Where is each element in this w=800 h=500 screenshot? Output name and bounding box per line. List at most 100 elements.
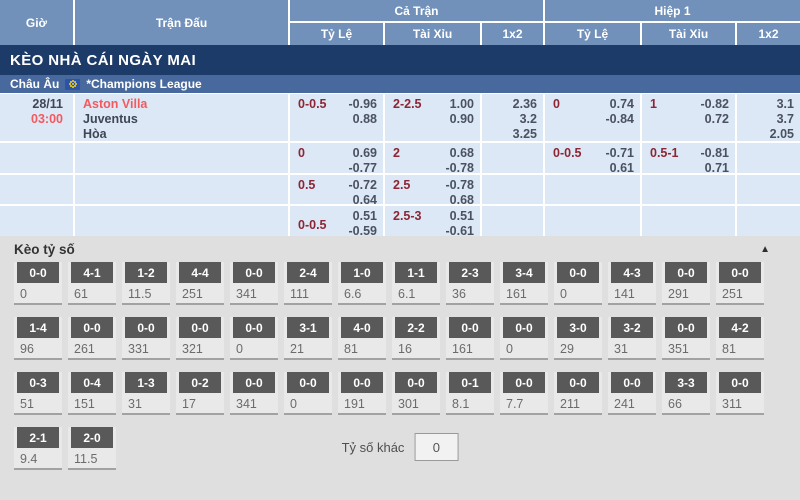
score-row-4: 2-1 9.4 2-0 11.5 Tỷ số khác 0 (0, 427, 800, 470)
score-button[interactable]: 0-0 (287, 372, 329, 393)
score-button[interactable]: 0-0 (719, 372, 761, 393)
correct-score-section: Kèo tỷ số ▲ 0-0 0 4-1 61 1-2 11.5 4-4 251 0-… (0, 236, 800, 500)
score-button[interactable]: 1-0 (341, 262, 383, 283)
score-button[interactable]: 2-4 (287, 262, 329, 283)
score-odds: 341 (236, 287, 257, 301)
score-odds: 261 (74, 342, 95, 356)
score-button[interactable]: 0-0 (233, 372, 275, 393)
home-team[interactable]: Aston Villa (83, 97, 148, 111)
score-button[interactable]: 0-0 (665, 317, 707, 338)
score-button[interactable]: 2-1 (17, 427, 59, 448)
away-team[interactable]: Juventus (83, 112, 138, 126)
ft-overunder-odds-r2[interactable]: 2 0.68 -0.78 (385, 143, 480, 173)
ft-handicap-odds-r1[interactable]: 0-0.5 -0.96 0.88 (290, 94, 383, 141)
col-header-time: Giờ (0, 0, 73, 45)
score-cell: 0-0 311 (716, 372, 764, 415)
score-button[interactable]: 0-0 (557, 262, 599, 283)
score-button[interactable]: 0-0 (395, 372, 437, 393)
col-header-h1-overunder: Tài Xỉu (642, 23, 735, 45)
col-header-ft-odds: Tỷ Lệ (290, 23, 383, 45)
score-button[interactable]: 0-0 (341, 372, 383, 393)
odds-value: -0.78 (445, 161, 475, 173)
score-button[interactable]: 2-0 (71, 427, 113, 448)
other-score-input[interactable]: 0 (414, 433, 459, 461)
h1-overunder-odds-r2[interactable]: 0.5-1 -0.81 0.71 (642, 143, 735, 173)
h1-overunder-odds-r1[interactable]: 1 -0.82 0.72 (642, 94, 735, 141)
score-section-header: Kèo tỷ số ▲ (0, 236, 800, 262)
score-section-title: Kèo tỷ số (14, 241, 75, 257)
score-cell: 1-0 6.6 (338, 262, 386, 305)
score-button[interactable]: 4-2 (719, 317, 761, 338)
league-region: Châu Âu (10, 77, 60, 91)
score-button[interactable]: 0-0 (71, 317, 113, 338)
score-button[interactable]: 0-2 (179, 372, 221, 393)
score-odds: 9.4 (20, 452, 38, 466)
odds-value: 0.51 (449, 209, 474, 223)
score-button[interactable]: 1-3 (125, 372, 167, 393)
score-odds: 11.5 (128, 287, 152, 301)
ft-handicap-odds-r2[interactable]: 0 0.69 -0.77 (290, 143, 383, 173)
score-button[interactable]: 1-2 (125, 262, 167, 283)
collapse-icon[interactable]: ▲ (760, 243, 770, 255)
score-button[interactable]: 0-0 (17, 262, 59, 283)
empty-cell (482, 175, 543, 204)
score-button[interactable]: 4-1 (71, 262, 113, 283)
score-button[interactable]: 0-0 (611, 372, 653, 393)
score-button[interactable]: 2-3 (449, 262, 491, 283)
empty-cell (642, 206, 735, 236)
score-button[interactable]: 3-2 (611, 317, 653, 338)
overunder-label: 2.5-3 (393, 209, 422, 223)
h1-1x2-odds[interactable]: 3.1 3.7 2.05 (737, 94, 800, 141)
ft-1x2-odds[interactable]: 2.36 3.2 3.25 (482, 94, 543, 141)
ft-handicap-odds-r4[interactable]: 0-0.5 0.51 -0.59 (290, 206, 383, 236)
score-button[interactable]: 0-0 (719, 262, 761, 283)
score-button[interactable]: 1-1 (395, 262, 437, 283)
score-cell: 2-0 11.5 (68, 427, 116, 470)
other-score-label: Tỷ số khác (341, 439, 405, 455)
score-button[interactable]: 0-0 (125, 317, 167, 338)
score-cell: 0-0 341 (230, 262, 278, 305)
score-button[interactable]: 0-0 (233, 262, 275, 283)
ft-overunder-odds-r4[interactable]: 2.5-3 0.51 -0.61 (385, 206, 480, 236)
score-button[interactable]: 4-4 (179, 262, 221, 283)
odds-value: 0.64 (352, 193, 377, 204)
score-button[interactable]: 4-0 (341, 317, 383, 338)
score-button[interactable]: 0-0 (557, 372, 599, 393)
score-button[interactable]: 4-3 (611, 262, 653, 283)
score-button[interactable]: 0-3 (17, 372, 59, 393)
ft-overunder-odds-r1[interactable]: 2-2.5 1.00 0.90 (385, 94, 480, 141)
score-button[interactable]: 2-2 (395, 317, 437, 338)
score-button[interactable]: 0-0 (233, 317, 275, 338)
col-header-ft-1x2: 1x2 (482, 23, 543, 45)
ft-handicap-odds-r3[interactable]: 0.5 -0.72 0.64 (290, 175, 383, 204)
score-button[interactable]: 0-0 (665, 262, 707, 283)
league-row[interactable]: Châu Âu *Champions League (0, 75, 800, 93)
ft-overunder-odds-r3[interactable]: 2.5 -0.78 0.68 (385, 175, 480, 204)
score-button[interactable]: 0-0 (179, 317, 221, 338)
h1-handicap-odds-r1[interactable]: 0 0.74 -0.84 (545, 94, 640, 141)
empty-cell (0, 175, 73, 204)
h1-handicap-odds-r2[interactable]: 0-0.5 -0.71 0.61 (545, 143, 640, 173)
score-button[interactable]: 0-0 (503, 317, 545, 338)
score-button[interactable]: 0-0 (503, 372, 545, 393)
odds-value: 3.7 (776, 112, 794, 126)
score-cell: 0-0 241 (608, 372, 656, 415)
empty-cell (642, 175, 735, 204)
odds-value: 0.69 (352, 146, 377, 160)
eu-flag-icon (65, 78, 81, 90)
score-button[interactable]: 3-4 (503, 262, 545, 283)
score-button[interactable]: 0-4 (71, 372, 113, 393)
score-button[interactable]: 1-4 (17, 317, 59, 338)
odds-value: 0.61 (609, 161, 634, 173)
odds-value: -0.96 (348, 97, 378, 111)
score-button[interactable]: 3-0 (557, 317, 599, 338)
score-button[interactable]: 3-1 (287, 317, 329, 338)
score-button[interactable]: 3-3 (665, 372, 707, 393)
score-button[interactable]: 0-0 (449, 317, 491, 338)
score-odds: 321 (182, 342, 203, 356)
score-odds: 6.1 (398, 287, 416, 301)
score-cell: 0-0 341 (230, 372, 278, 415)
score-button[interactable]: 0-1 (449, 372, 491, 393)
odds-value: -0.72 (348, 178, 378, 192)
overunder-label: 1 (650, 97, 657, 111)
